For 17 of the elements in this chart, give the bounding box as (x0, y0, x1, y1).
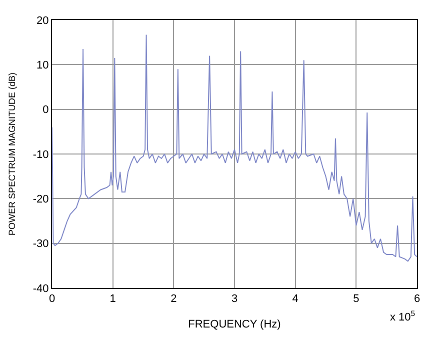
text: x 10$^{5}$ (390, 309, 416, 324)
y-tick-label: -10 (32, 148, 49, 161)
y-tick-label: 10 (36, 60, 49, 72)
y-tick-label: -40 (32, 282, 49, 295)
x-tick-label: 3 (231, 293, 238, 306)
x-tick-label: 1 (110, 293, 116, 306)
x-tick-label: 5 (353, 293, 360, 306)
y-axis-title: POWER SPECTRUM MAGNITUDE (dB) (7, 72, 18, 236)
y-tick-label: 20 (36, 14, 49, 27)
y-tick-label: -20 (32, 194, 49, 206)
x-tick-label: 6 (414, 293, 420, 306)
x-tick-label: 4 (292, 293, 298, 306)
x-tick-label: 2 (170, 293, 177, 306)
line-series (52, 34, 417, 262)
x-axis-title: FREQUENCY (Hz) (188, 318, 281, 330)
y-tick-label: 0 (42, 104, 49, 116)
y-tick-label: -30 (32, 238, 49, 250)
